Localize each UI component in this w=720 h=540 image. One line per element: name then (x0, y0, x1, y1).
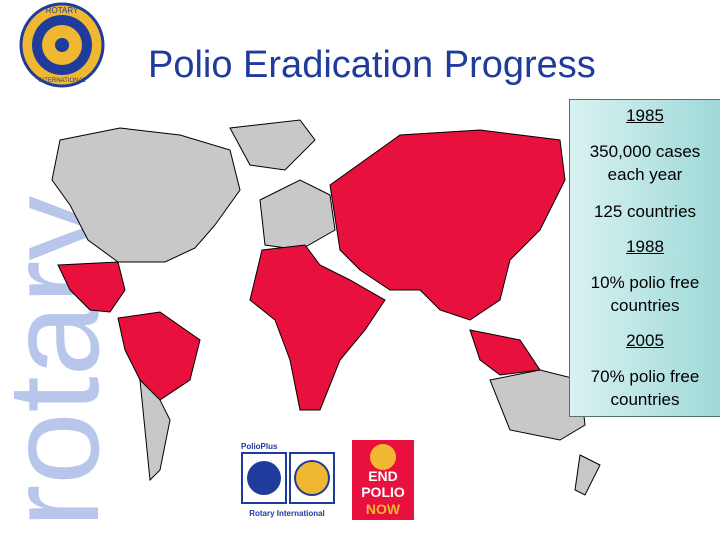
info-line: 70% polio free countries (590, 367, 700, 409)
title: Polio Eradication Progress (148, 44, 596, 86)
end-polio-logo: END POLIO NOW (352, 440, 414, 520)
logo-text: END (368, 468, 398, 484)
year-heading: 1985 (626, 106, 664, 125)
info-line: 10% polio free countries (590, 273, 700, 315)
emblem-text: INTERNATIONAL (38, 78, 86, 84)
rotary-emblem: ROTARY INTERNATIONAL (19, 2, 105, 88)
logo-caption: Rotary International (249, 509, 325, 518)
logo-text: POLIO (361, 484, 405, 500)
year-heading: 1988 (626, 237, 664, 256)
info-box: 1985 350,000 cases each year 125 countries… (569, 99, 720, 417)
polioplus-logo: PolioPlus Rotary International (241, 442, 335, 518)
info-line: 350,000 cases each year (589, 142, 701, 184)
world-map (51, 119, 601, 496)
year-heading: 2005 (626, 331, 664, 350)
logo-text: NOW (366, 501, 401, 517)
info-line: 125 countries (593, 202, 697, 221)
emblem-text: ROTARY (46, 6, 79, 15)
logo-title: PolioPlus (241, 442, 278, 451)
